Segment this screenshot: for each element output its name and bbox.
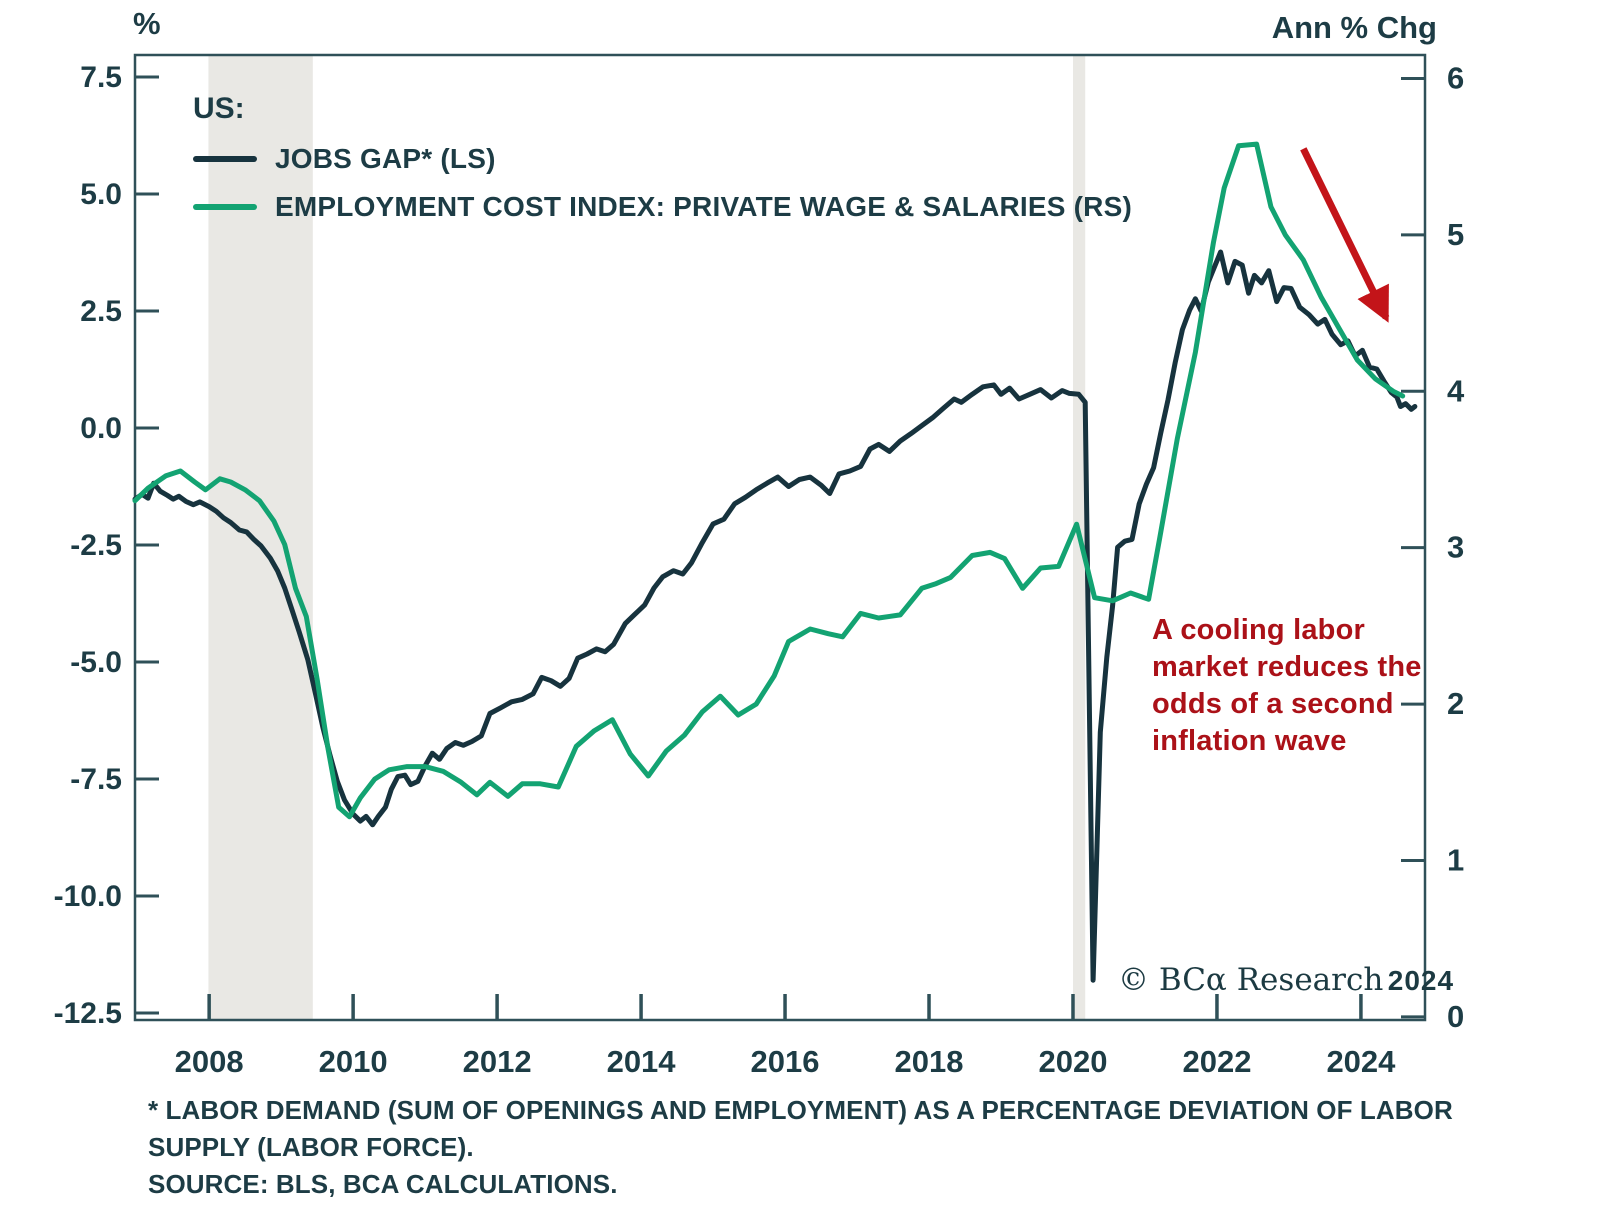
right-axis-tick-label: 4 — [1447, 373, 1465, 408]
trend-arrow — [1300, 147, 1390, 323]
left-axis-title: % — [133, 6, 161, 41]
footnote-line: * LABOR DEMAND (SUM OF OPENINGS AND EMPL… — [148, 1095, 1453, 1125]
x-axis-tick-label: 2012 — [463, 1044, 532, 1079]
copyright: © BCα Research 2024 — [1118, 962, 1454, 998]
right-axis-title: Ann % Chg — [1271, 10, 1437, 45]
annotation-line: odds of a second — [1152, 688, 1394, 720]
left-axis-tick-label: 0.0 — [80, 412, 122, 445]
x-axis-tick-label: 2018 — [895, 1044, 964, 1079]
left-axis-tick-label: 5.0 — [80, 178, 122, 211]
left-axis-tick-label: 2.5 — [80, 295, 122, 328]
annotation-cooling-labor: A cooling labor market reduces the odds … — [1152, 612, 1422, 760]
right-axis-tick-label: 5 — [1447, 217, 1464, 252]
x-axis-tick-label: 2022 — [1182, 1044, 1251, 1079]
recession-band — [208, 56, 313, 1019]
footnote-line: SUPPLY (LABOR FORCE). — [148, 1132, 474, 1162]
x-axis-tick-label: 2008 — [175, 1044, 244, 1079]
eci-legend-label: EMPLOYMENT COST INDEX: PRIVATE WAGE & SA… — [275, 191, 1132, 222]
annotation-line: inflation wave — [1152, 725, 1347, 757]
jobs-gap-legend-label: JOBS GAP* (LS) — [275, 143, 496, 174]
left-axis-tick-label: -12.5 — [54, 997, 122, 1030]
x-axis-tick-label: 2014 — [607, 1044, 677, 1079]
right-axis-tick-label: 2 — [1447, 686, 1464, 721]
left-axis-tick-label: -7.5 — [70, 763, 122, 796]
x-axis-tick-label: 2020 — [1039, 1044, 1108, 1079]
annotation-line: market reduces the — [1152, 651, 1422, 683]
right-axis-tick-label: 3 — [1447, 530, 1464, 565]
x-axis-tick-label: 2010 — [319, 1044, 388, 1079]
legend: US: JOBS GAP* (LS) EMPLOYMENT COST INDEX… — [193, 92, 1132, 238]
footnote: * LABOR DEMAND (SUM OF OPENINGS AND EMPL… — [148, 1092, 1453, 1203]
left-axis-tick-label: 7.5 — [80, 61, 122, 94]
right-axis-tick-label: 1 — [1447, 842, 1464, 877]
copyright-year: 2024 — [1387, 965, 1455, 996]
jobs-gap-line-swatch — [193, 156, 257, 162]
right-axis-tick-label: 6 — [1447, 60, 1464, 95]
left-axis-tick-label: -2.5 — [70, 529, 122, 562]
plot-border — [133, 53, 1427, 1022]
copyright-text: © BCα Research — [1118, 962, 1384, 998]
left-axis-tick-label: -10.0 — [54, 880, 122, 913]
legend-item-eci: EMPLOYMENT COST INDEX: PRIVATE WAGE & SA… — [193, 190, 1132, 224]
eci-line-swatch — [193, 204, 257, 210]
legend-item-jobs-gap: JOBS GAP* (LS) — [193, 142, 1132, 176]
right-axis-tick-label: 0 — [1447, 999, 1464, 1034]
left-axis-tick-label: -5.0 — [70, 646, 122, 679]
eci-line — [132, 141, 1406, 820]
legend-group-label: US: — [193, 92, 245, 125]
annotation-line: A cooling labor — [1152, 614, 1365, 646]
footnote-line: SOURCE: BLS, BCA CALCULATIONS. — [148, 1169, 618, 1199]
x-axis-tick-label: 2016 — [751, 1044, 820, 1079]
x-axis-tick-label: 2024 — [1326, 1044, 1396, 1079]
